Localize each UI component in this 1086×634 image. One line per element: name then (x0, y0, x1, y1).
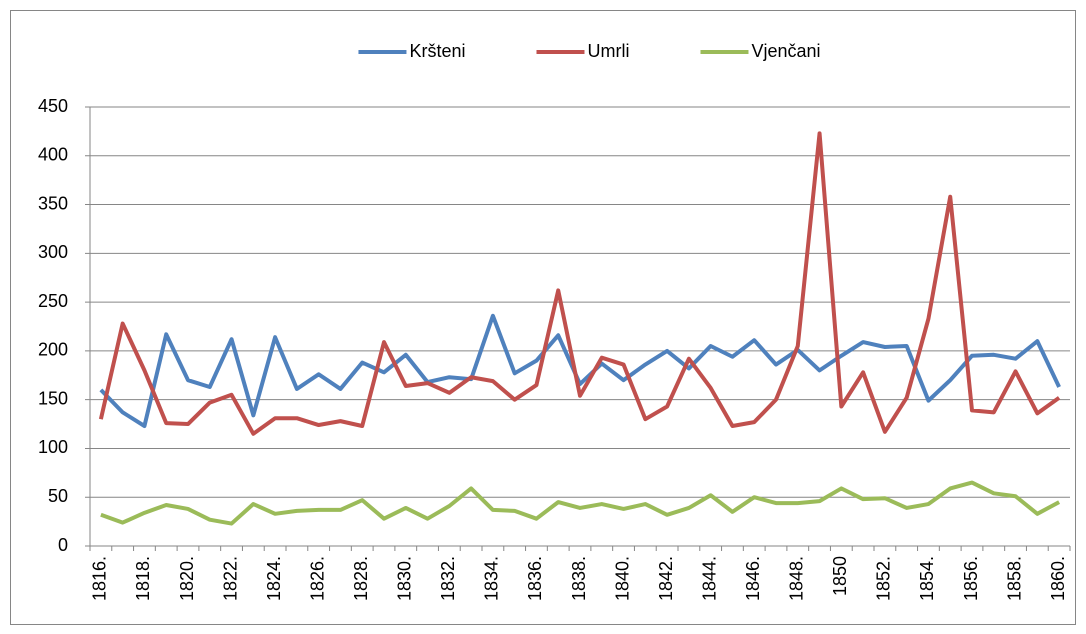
x-tick-label: 1816. (90, 556, 110, 601)
y-tick-label: 400 (38, 145, 68, 165)
legend-label: Kršteni (409, 41, 465, 61)
x-tick-label: 1834. (482, 556, 502, 601)
x-tick-label: 1854. (917, 556, 937, 601)
x-tick-label: 1846. (743, 556, 763, 601)
y-tick-label: 50 (48, 486, 68, 506)
x-tick-label: 1828. (351, 556, 371, 601)
x-tick-label: 1826. (307, 556, 327, 601)
y-tick-label: 200 (38, 340, 68, 360)
x-tick-label: 1832. (438, 556, 458, 601)
y-tick-label: 100 (38, 437, 68, 457)
y-tick-label: 300 (38, 242, 68, 262)
x-tick-label: 1860. (1048, 556, 1068, 601)
series-line (99, 313, 1061, 429)
x-tick-label: 1858. (1004, 556, 1024, 601)
x-tick-label: 1830. (395, 556, 415, 601)
y-tick-label: 350 (38, 193, 68, 213)
series-line (98, 131, 1061, 436)
x-tick-label: 1850 (830, 556, 850, 596)
x-tick-label: 1842. (656, 556, 676, 601)
x-tick-label: 1844. (699, 556, 719, 601)
x-tick-label: 1824. (264, 556, 284, 601)
y-tick-label: 150 (38, 388, 68, 408)
y-tick-label: 0 (58, 535, 68, 555)
x-tick-label: 1836. (525, 556, 545, 601)
legend-label: Umrli (587, 41, 629, 61)
y-tick-label: 450 (38, 96, 68, 116)
legend-label: Vjenčani (751, 41, 820, 61)
x-tick-label: 1820. (177, 556, 197, 601)
x-tick-label: 1838. (569, 556, 589, 601)
x-tick-label: 1852. (874, 556, 894, 601)
x-tick-label: 1818. (133, 556, 153, 601)
chart-frame (10, 10, 1076, 625)
x-tick-label: 1856. (961, 556, 981, 601)
x-tick-label: 1840. (612, 556, 632, 601)
series-line (100, 480, 1061, 526)
x-tick-label: 1822. (220, 556, 240, 601)
x-tick-label: 1848. (787, 556, 807, 601)
y-tick-label: 250 (38, 291, 68, 311)
